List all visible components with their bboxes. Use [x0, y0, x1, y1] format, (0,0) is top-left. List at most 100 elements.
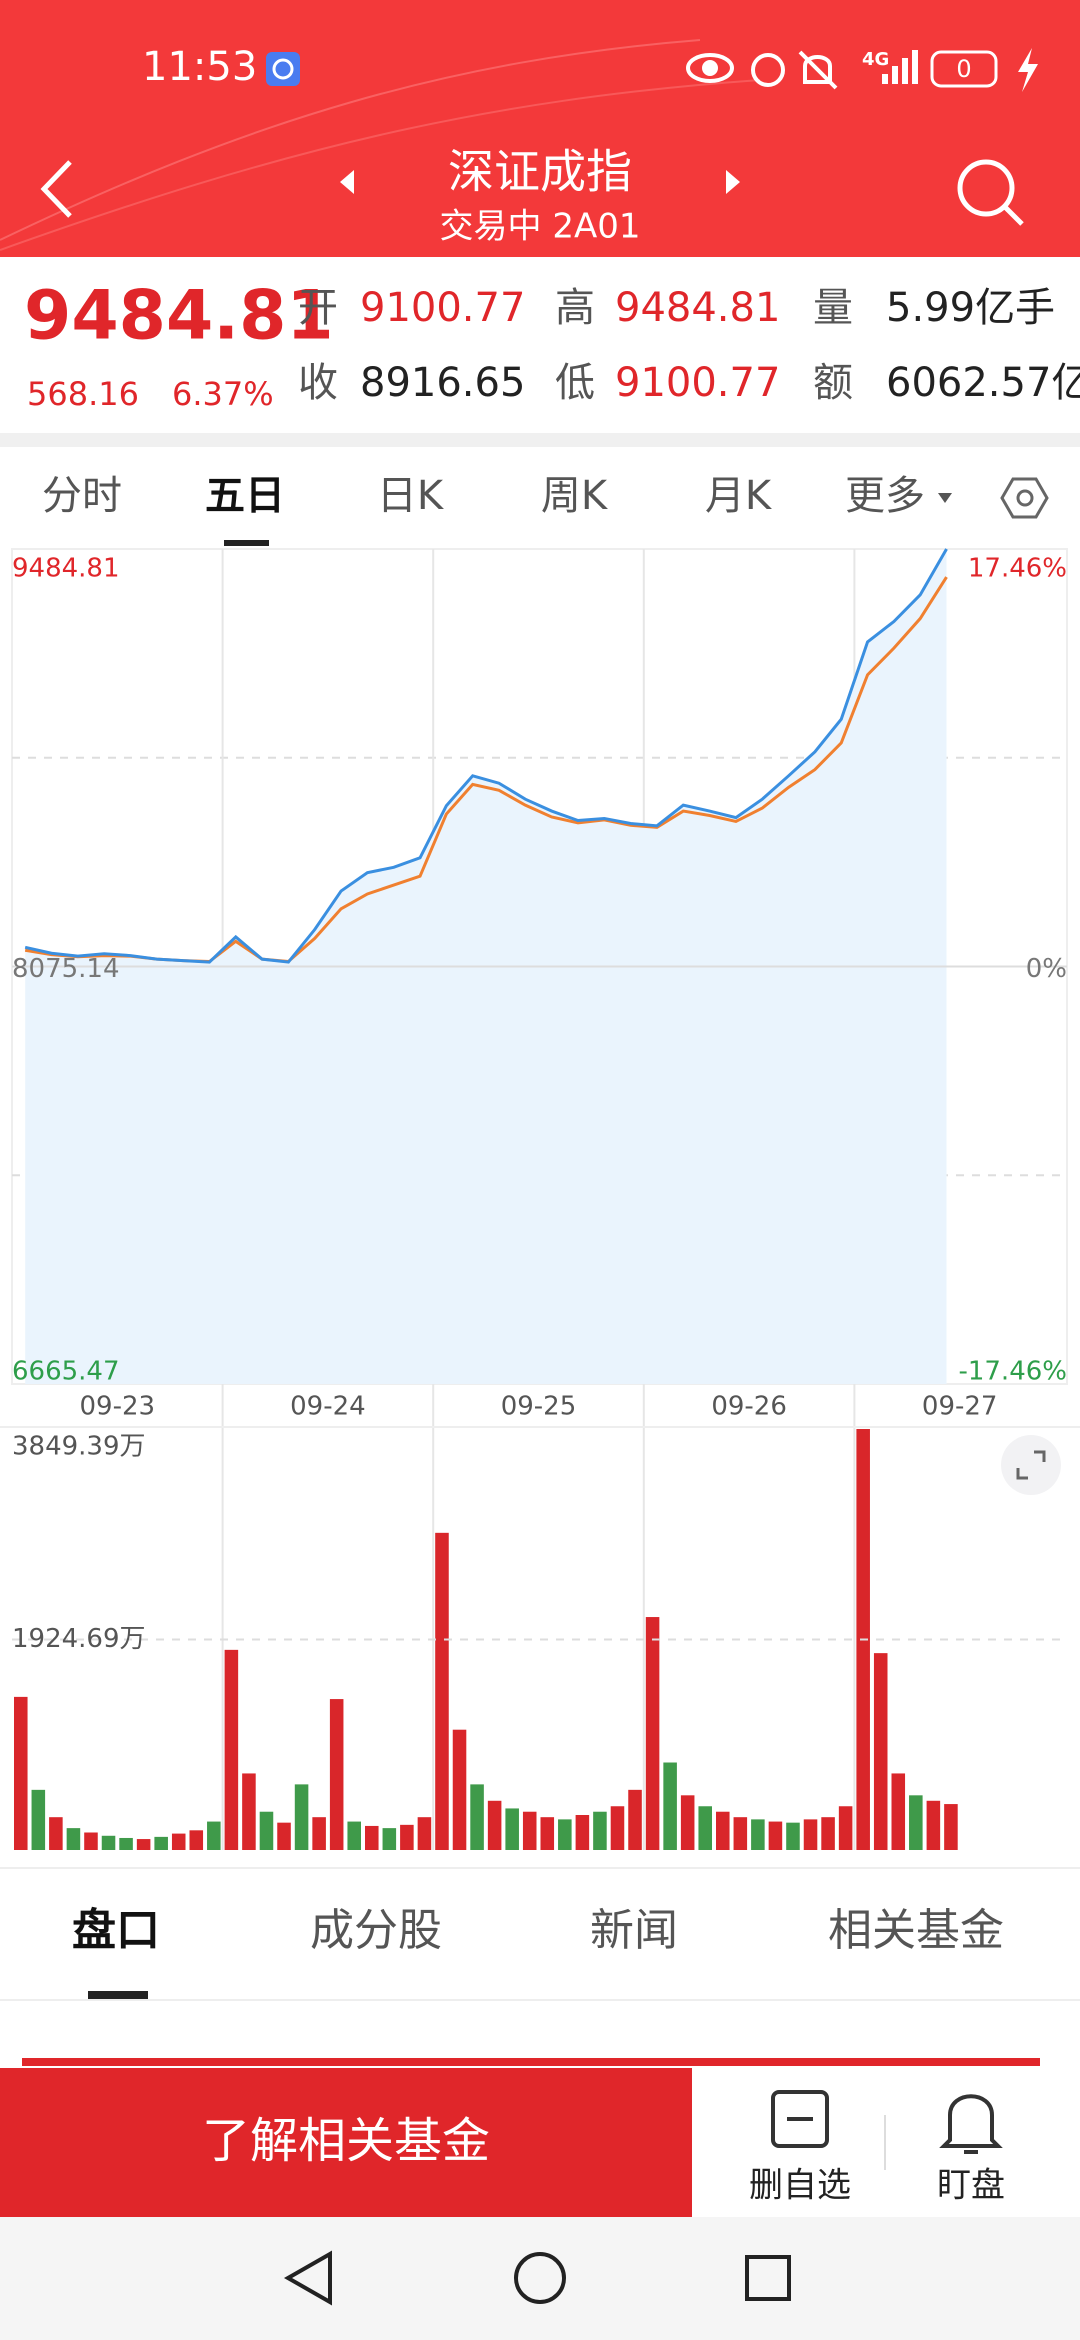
- bottom-tab[interactable]: 新闻: [590, 1905, 678, 1956]
- volume-bar: [470, 1784, 484, 1850]
- volume-bar: [487, 1800, 502, 1850]
- quote-field-label: 开: [298, 285, 338, 331]
- y-tick-label: 9484.81: [12, 554, 120, 584]
- bottom-tab-underline: [88, 1991, 148, 1999]
- quote-field-value: 6062.57亿: [886, 360, 1080, 406]
- volume-bar: [663, 1762, 677, 1850]
- chart-tabs: 分时 五日 日K 周K 月K 更多: [42, 473, 952, 519]
- y-tick-label: 6665.47: [12, 1357, 120, 1387]
- x-tick-label: 09-27: [922, 1392, 998, 1422]
- remove-watch-icon[interactable]: [771, 2090, 829, 2148]
- volume-bar: [189, 1830, 204, 1850]
- signal-icon: [882, 50, 918, 84]
- bottom-tab[interactable]: 相关基金: [828, 1905, 1004, 1956]
- volume-bar: [751, 1819, 765, 1850]
- search-button[interactable]: [957, 159, 1024, 226]
- remove-watch-label[interactable]: 删自选: [749, 2166, 851, 2206]
- volume-bar: [452, 1729, 467, 1850]
- header-bg: [0, 0, 1080, 257]
- chart-tab[interactable]: 更多: [845, 473, 925, 519]
- back-button[interactable]: [40, 160, 72, 218]
- volume-bar: [786, 1822, 800, 1850]
- prev-index-button[interactable]: [340, 170, 354, 194]
- bottom-tab[interactable]: 盘口: [72, 1905, 160, 1956]
- quote-field-label: 额: [813, 360, 853, 406]
- volume-bar: [838, 1806, 853, 1850]
- y-tick-label: 8075.14: [12, 954, 120, 984]
- header-subtitle: 交易中 2A01: [440, 207, 641, 247]
- volume-bar: [505, 1808, 519, 1850]
- volume-bar: [84, 1832, 98, 1850]
- nav-recent[interactable]: [745, 2255, 791, 2301]
- header-decor: [0, 39, 701, 241]
- status-app-icon: [272, 58, 294, 80]
- volume-bar: [733, 1817, 748, 1850]
- chart-tab[interactable]: 日K: [377, 473, 445, 519]
- volume-bar: [294, 1784, 309, 1850]
- volume-bar: [365, 1825, 379, 1850]
- volume-bar: [628, 1789, 642, 1850]
- status-time: 11:53: [142, 44, 257, 90]
- battery-icon: [930, 50, 998, 88]
- volume-tick-label: 3849.39万: [12, 1432, 146, 1462]
- volume-bar: [680, 1795, 695, 1850]
- volume-bar: [242, 1773, 256, 1850]
- volume-bar: [31, 1789, 46, 1850]
- volume-bar: [803, 1819, 818, 1850]
- quote-change-pct: 6.37%: [172, 375, 274, 413]
- chart-tab[interactable]: 周K: [541, 473, 609, 519]
- quote-field-label: 收: [298, 360, 338, 406]
- quote-field-value: 8916.65: [360, 360, 525, 406]
- scroll-indicator: [22, 2058, 1040, 2066]
- charging-icon: [1018, 48, 1038, 92]
- nav-bar: [0, 2217, 1080, 2340]
- volume-bar: [329, 1699, 344, 1850]
- bottom-tab[interactable]: 成分股: [310, 1905, 442, 1956]
- volume-chart: 1924.69万 3849.39万: [12, 1429, 1067, 1850]
- fund-button[interactable]: [0, 2068, 692, 2217]
- volume-bar: [101, 1835, 116, 1850]
- quote-price: 9484.81: [24, 277, 334, 356]
- nav-back[interactable]: [283, 2250, 332, 2306]
- volume-bar: [575, 1815, 590, 1850]
- settings-icon: [1016, 489, 1034, 507]
- quote-field-value: 9100.77: [360, 285, 525, 331]
- alarm-icon: [751, 53, 785, 87]
- x-tick-label: 09-26: [711, 1392, 787, 1422]
- y2-tick-label: 17.46%: [968, 554, 1067, 584]
- monitor-icon[interactable]: [939, 2094, 1003, 2154]
- chart-tab[interactable]: 分时: [42, 473, 122, 519]
- volume-bar: [119, 1837, 133, 1850]
- volume-bar: [435, 1532, 449, 1850]
- settings-button[interactable]: [1000, 477, 1049, 519]
- volume-bar: [891, 1773, 906, 1850]
- signal-bar: [902, 58, 908, 84]
- volume-bar: [909, 1795, 923, 1850]
- next-index-button[interactable]: [726, 170, 740, 194]
- dropdown-arrow: [938, 493, 952, 503]
- monitor-label[interactable]: 盯盘: [937, 2166, 1005, 2206]
- x-tick-label: 09-25: [501, 1392, 577, 1422]
- volume-bar: [417, 1817, 432, 1850]
- expand-button[interactable]: [1001, 1435, 1061, 1495]
- divider: [0, 433, 1080, 447]
- eye-icon: [686, 53, 734, 83]
- search-icon: [957, 159, 1015, 217]
- volume-bar: [593, 1811, 607, 1850]
- volume-bar: [716, 1811, 730, 1850]
- volume-bar: [224, 1649, 239, 1850]
- header-decor: [0, 79, 761, 251]
- volume-bar: [154, 1836, 168, 1850]
- signal-bar: [882, 74, 888, 84]
- signal-bar: [892, 66, 898, 84]
- volume-bar: [171, 1833, 186, 1850]
- chart-tab[interactable]: 月K: [705, 473, 773, 519]
- chart-tab[interactable]: 五日: [205, 473, 285, 519]
- nav-home[interactable]: [514, 2252, 566, 2304]
- volume-bar: [873, 1653, 888, 1850]
- volume-tick-label: 1924.69万: [12, 1624, 146, 1654]
- volume-bar: [610, 1806, 625, 1850]
- volume-bar: [522, 1811, 537, 1850]
